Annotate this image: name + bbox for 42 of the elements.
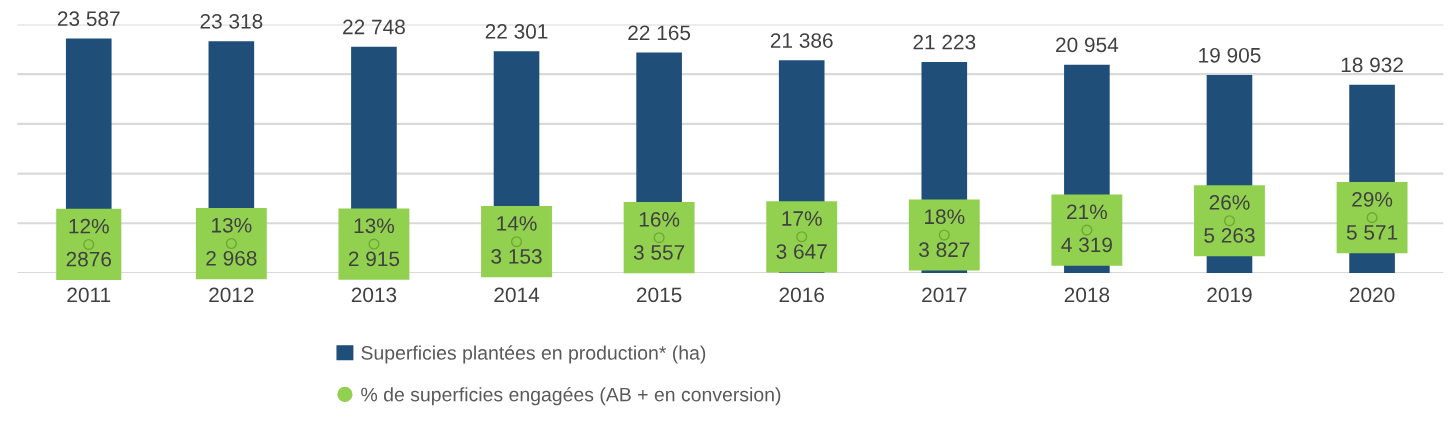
data-label: 13% 2 915 (348, 218, 400, 267)
data-label: 21 223 (913, 34, 976, 50)
data-label: 21% 4 319 (1061, 204, 1112, 253)
x-tick-label: 2014 (494, 287, 540, 303)
point (796, 231, 808, 243)
data-label: 12% 2876 (66, 218, 112, 267)
x-tick-label: 2017 (922, 287, 967, 303)
data-label: 29% 5 571 (1346, 191, 1398, 240)
data-label: 18 932 (1341, 57, 1403, 73)
data-label: 23 318 (200, 13, 263, 29)
x-tick-label: 2019 (1207, 287, 1252, 303)
point (225, 237, 237, 250)
data-label: 23 587 (57, 11, 120, 27)
x-tick-label: 2016 (779, 287, 824, 303)
data-label: 14% 3 153 (491, 216, 542, 264)
data-label: 22 748 (343, 19, 405, 35)
point (83, 238, 95, 251)
data-label: 13% 2 968 (206, 217, 257, 266)
x-tick-label: 2013 (351, 287, 397, 303)
point (653, 232, 665, 244)
x-tick-label: 2011 (67, 287, 111, 303)
data-label: 21 386 (770, 33, 833, 48)
point (1081, 224, 1093, 236)
legend-label: Superficies plantées en production* (ha) (361, 345, 706, 364)
point (938, 229, 950, 241)
data-label: 19 905 (1199, 47, 1261, 63)
point (368, 238, 380, 250)
data-label: 22 301 (485, 24, 548, 39)
data-label: 20 954 (1056, 37, 1119, 53)
point (1366, 212, 1378, 224)
data-label: 22 165 (628, 25, 691, 41)
point (510, 236, 523, 248)
data-label: 17% 3 647 (776, 211, 827, 259)
data-label: 18% 3 827 (919, 209, 970, 258)
legend-label: % de superficies engagées (AB + en conversion) (361, 386, 781, 406)
data-label: 16% 3 557 (633, 212, 685, 260)
x-tick-label: 2020 (1349, 287, 1395, 303)
x-tick-label: 2015 (636, 287, 682, 303)
point (1223, 215, 1236, 227)
x-tick-label: 2018 (1064, 287, 1110, 303)
data-label: 26% 5 263 (1204, 195, 1255, 243)
x-tick-label: 2012 (209, 287, 254, 303)
